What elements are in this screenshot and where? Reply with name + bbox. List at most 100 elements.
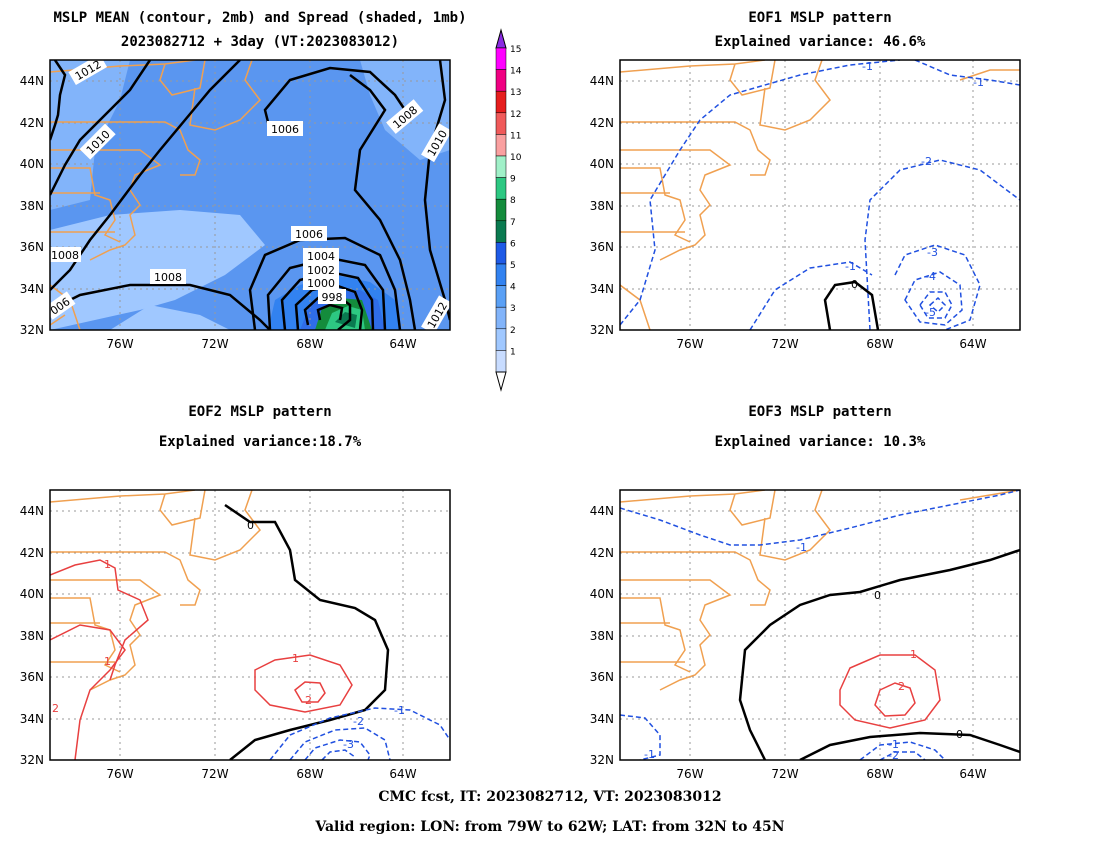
lat-label: 36N <box>590 670 614 684</box>
lon-label: 72W <box>771 337 798 351</box>
lat-label: 32N <box>590 753 614 767</box>
lat-label: 38N <box>590 199 614 213</box>
eof3-title-line2: Explained variance: 10.3% <box>714 434 926 450</box>
eof2-contours <box>50 503 450 760</box>
mean-title-line2: 2023082712 + 3day (VT:2023083012) <box>120 34 400 50</box>
colorbar-swatch <box>495 220 507 243</box>
contour-label: 0 <box>956 728 963 741</box>
colorbar-swatch <box>495 306 507 330</box>
colorbar-swatch <box>495 285 507 308</box>
colorbar-swatch <box>495 263 507 286</box>
contour-label: 1006 <box>295 228 323 241</box>
lon-label: 68W <box>866 337 893 351</box>
colorbar-swatch <box>495 112 507 135</box>
footer-line2: Valid region: LON: from 79W to 62W; LAT:… <box>315 819 785 835</box>
mean-contours <box>50 60 450 330</box>
lon-label: 76W <box>106 767 133 781</box>
contour-label: -5 <box>925 306 936 319</box>
colorbar-swatch <box>495 177 507 200</box>
lat-label: 44N <box>590 74 614 88</box>
colorbar-swatch <box>495 134 507 157</box>
lat-label: 38N <box>20 199 44 213</box>
colorbar-label: 9 <box>510 175 516 185</box>
lat-label: 44N <box>590 504 614 518</box>
lat-label: 36N <box>590 240 614 254</box>
colorbar-label: 1 <box>510 347 516 357</box>
lat-label: 34N <box>20 282 44 296</box>
contour-label: 998 <box>322 291 343 304</box>
eof1-lon-labels: 76W 72W 68W 64W <box>676 337 986 351</box>
lon-label: 68W <box>296 337 323 351</box>
contour-label: -1 <box>862 60 873 73</box>
lat-label: 40N <box>20 157 44 171</box>
contour-label: 2 <box>305 694 312 707</box>
lat-label: 34N <box>20 712 44 726</box>
contour-label: -1 <box>845 260 856 273</box>
contour-label: -1 <box>888 738 899 751</box>
eof3-lon-labels: 76W 72W 68W 64W <box>676 767 986 781</box>
mean-lat-labels: 44N 42N 40N 38N 36N 34N 32N <box>20 74 44 337</box>
contour-label: 1002 <box>307 264 335 277</box>
colorbar-label: 11 <box>510 131 521 141</box>
mean-lon-labels: 76W 72W 68W 64W <box>106 337 416 351</box>
spread-colorbar: 15 14 13 12 11 10 9 8 7 6 5 4 3 2 1 <box>495 28 522 392</box>
lat-label: 40N <box>590 587 614 601</box>
lat-label: 44N <box>20 504 44 518</box>
eof2-panel: 0 1 1 1 2 2 -1 -2 -3 44N 42N 40N 38N 36N… <box>20 489 451 781</box>
eof1-coastlines <box>620 60 1020 330</box>
eof1-panel: -1 -1 -2 -1 0 -3 -4 -5 44N 42N 40N 38N 3… <box>590 59 1021 351</box>
lat-label: 42N <box>20 546 44 560</box>
mean-panel: 1012 1010 1006 1008 1010 1008 1008 1006 … <box>20 54 453 351</box>
colorbar-label: 3 <box>510 304 516 314</box>
contour-label: -2 <box>353 715 364 728</box>
lat-label: 44N <box>20 74 44 88</box>
contour-label: 1000 <box>307 277 335 290</box>
eof1-frame <box>619 59 1021 331</box>
lon-label: 68W <box>866 767 893 781</box>
colorbar-label: 5 <box>510 261 516 271</box>
footer-line1: CMC fcst, IT: 2023082712, VT: 2023083012 <box>378 789 722 805</box>
colorbar-label: 12 <box>510 110 521 120</box>
eof3-frame <box>619 489 1021 761</box>
colorbar-label: 10 <box>510 153 522 163</box>
lat-label: 36N <box>20 670 44 684</box>
contour-label: 2 <box>898 680 905 693</box>
lat-label: 34N <box>590 712 614 726</box>
lon-label: 72W <box>201 767 228 781</box>
contour-label: 1008 <box>154 271 182 284</box>
contour-label: 0 <box>874 589 881 602</box>
mean-frame <box>49 59 451 331</box>
lat-label: 34N <box>590 282 614 296</box>
lat-label: 38N <box>20 629 44 643</box>
lon-label: 76W <box>106 337 133 351</box>
contour-label: -2 <box>921 155 932 168</box>
eof2-contour-labels: 0 1 1 1 2 2 -1 -2 -3 <box>52 519 405 751</box>
contour-label: -3 <box>343 738 354 751</box>
colorbar-swatch <box>495 328 507 351</box>
lon-label: 64W <box>959 337 986 351</box>
lat-label: 32N <box>20 323 44 337</box>
contour-label: 0 <box>247 519 254 532</box>
contour-label: -1 <box>644 748 655 761</box>
colorbar-swatch <box>495 90 507 114</box>
eof1-title-line1: EOF1 MSLP pattern <box>748 10 892 26</box>
contour-label: 1006 <box>271 123 299 136</box>
lon-label: 64W <box>389 337 416 351</box>
colorbar-label: 15 <box>510 45 521 55</box>
eof3-title-line1: EOF3 MSLP pattern <box>748 404 892 420</box>
colorbar-label: 4 <box>510 283 516 293</box>
colorbar-swatch <box>495 69 507 92</box>
colorbar-swatch <box>495 198 507 222</box>
eof1-contour-labels: -1 -1 -2 -1 0 -3 -4 -5 <box>845 60 984 319</box>
contour-label: -2 <box>888 749 899 762</box>
colorbar-swatch <box>495 242 507 265</box>
eof3-contour-labels: -1 0 1 2 0 -1 -2 -1 <box>644 541 963 762</box>
lat-label: 36N <box>20 240 44 254</box>
contour-label: 1 <box>104 655 111 668</box>
colorbar-swatch <box>495 350 507 373</box>
colorbar-swatch <box>495 155 507 178</box>
contour-label: 1004 <box>307 250 335 263</box>
eof3-grid <box>620 490 1020 760</box>
eof2-lat-labels: 44N 42N 40N 38N 36N 34N 32N <box>20 504 44 767</box>
